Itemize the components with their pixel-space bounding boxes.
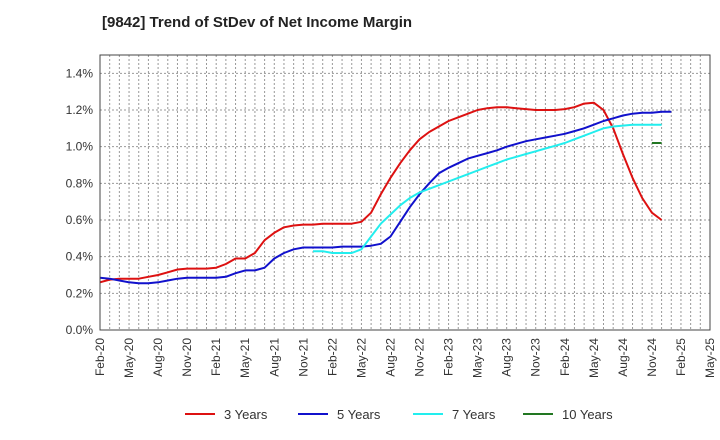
x-tick-label: Feb-20 — [93, 338, 107, 376]
x-tick-label: Aug-23 — [500, 338, 514, 377]
x-tick-label: Nov-22 — [413, 338, 427, 377]
y-tick-label: 0.6% — [66, 213, 94, 227]
grid-lines — [100, 55, 710, 330]
y-tick-label: 1.2% — [66, 103, 94, 117]
x-tick-label: Nov-23 — [529, 338, 543, 377]
x-tick-label: Nov-20 — [180, 338, 194, 377]
x-tick-label: Feb-25 — [674, 338, 688, 376]
series-lines — [99, 101, 672, 285]
y-tick-label: 1.4% — [66, 66, 94, 80]
x-tick-label: May-20 — [122, 338, 136, 378]
y-tick-label: 0.4% — [66, 250, 94, 264]
x-tick-label: May-22 — [354, 338, 368, 378]
y-tick-label: 0.0% — [66, 323, 94, 337]
x-tick-label: May-21 — [238, 338, 252, 378]
x-tick-label: Aug-22 — [383, 338, 397, 377]
x-tick-label: Feb-24 — [558, 338, 572, 376]
chart-title: [9842] Trend of StDev of Net Income Marg… — [102, 14, 413, 31]
y-tick-label: 0.2% — [66, 286, 94, 300]
x-tick-label: Aug-21 — [267, 338, 281, 377]
x-tick-label: Feb-23 — [442, 338, 456, 376]
x-tick-label: May-25 — [703, 338, 717, 378]
legend: 3 Years 5 Years 7 Years 10 Years — [185, 407, 613, 422]
x-tick-label: Aug-20 — [151, 338, 165, 377]
x-tick-label: Nov-24 — [645, 338, 659, 377]
x-tick-label: May-23 — [471, 338, 485, 378]
y-tick-label: 0.8% — [66, 176, 94, 190]
x-tick-label: Feb-21 — [209, 338, 223, 376]
series-line-7-years — [313, 123, 662, 254]
legend-label-5-years: 5 Years — [337, 407, 381, 422]
x-tick-label: May-24 — [587, 338, 601, 378]
legend-label-10-years: 10 Years — [562, 407, 613, 422]
x-tick-label: Nov-21 — [296, 338, 310, 377]
legend-label-3-years: 3 Years — [224, 407, 268, 422]
series-line-3-years — [99, 101, 663, 284]
series-line-5-years — [99, 110, 672, 285]
y-axis-ticks: 0.0% 0.2% 0.4% 0.6% 0.8% 1.0% 1.2% 1.4% — [66, 66, 94, 337]
plot-border — [99, 54, 711, 331]
y-tick-label: 1.0% — [66, 140, 94, 154]
x-tick-label: Aug-24 — [616, 338, 630, 377]
x-axis-ticks: Feb-20 May-20 Aug-20 Nov-20 Feb-21 May-21 Aug-… — [93, 338, 717, 378]
x-tick-label: Feb-22 — [325, 338, 339, 376]
legend-label-7-years: 7 Years — [452, 407, 496, 422]
